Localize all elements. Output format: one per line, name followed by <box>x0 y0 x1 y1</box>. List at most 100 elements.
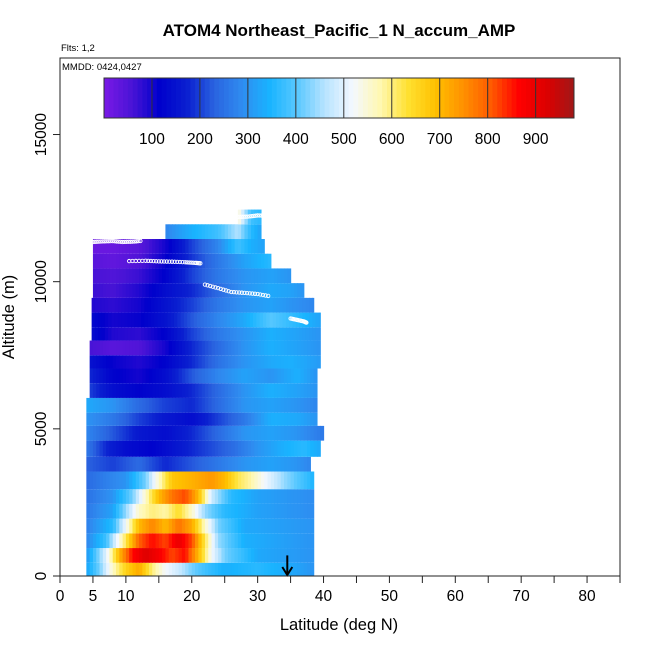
colorbar-segment <box>554 78 561 118</box>
heatmap-cell <box>254 368 259 384</box>
heatmap-cell <box>224 383 229 398</box>
heatmap-cell <box>197 312 201 328</box>
colorbar-tick-label: 800 <box>475 131 501 148</box>
heatmap-cell <box>152 562 157 576</box>
heatmap-cell <box>119 355 124 369</box>
colorbar-segment <box>127 78 134 118</box>
heatmap-cell <box>204 456 209 472</box>
heatmap-cell <box>280 471 285 490</box>
heatmap-cell <box>135 383 140 398</box>
heatmap-cell <box>106 533 111 549</box>
colorbar-segment <box>516 78 522 118</box>
heatmap-cell <box>267 489 272 504</box>
heatmap-cell <box>274 471 279 490</box>
colorbar-segment <box>223 78 230 118</box>
heatmap-cell <box>102 397 107 413</box>
heatmap-cell <box>204 224 209 240</box>
heatmap-cell <box>221 489 226 504</box>
heatmap-cell <box>122 456 127 472</box>
heatmap-cell <box>178 440 183 457</box>
heatmap-cell <box>139 440 143 457</box>
heatmap-cell <box>309 327 313 341</box>
colorbar-segment <box>482 78 489 118</box>
x-tick-label: 30 <box>249 588 267 605</box>
heatmap-cell <box>99 456 104 472</box>
heatmap-cell <box>228 503 232 519</box>
heatmap-cell <box>287 503 292 519</box>
heatmap-cell <box>116 239 120 254</box>
heatmap-cell <box>142 383 147 398</box>
heatmap-cell <box>185 268 190 284</box>
heatmap-cell <box>89 489 94 504</box>
heatmap-cell <box>201 548 206 563</box>
x-tick-label: 40 <box>315 588 333 605</box>
heatmap-cell <box>178 224 183 240</box>
heatmap-cell <box>303 412 308 426</box>
heatmap-cell <box>180 297 185 313</box>
heatmap-cell <box>237 562 242 576</box>
heatmap-cell <box>139 397 143 413</box>
heatmap-cell <box>206 312 211 328</box>
heatmap-cell <box>293 340 298 356</box>
heatmap-cell <box>121 297 126 313</box>
heatmap-band <box>89 340 321 356</box>
heatmap-cell <box>287 518 292 534</box>
heatmap-cell <box>101 327 106 341</box>
heatmap-cell <box>208 503 213 519</box>
heatmap-cell <box>145 489 150 504</box>
heatmap-cell <box>264 548 269 563</box>
heatmap-cell <box>191 355 196 369</box>
heatmap-cell <box>168 340 173 356</box>
heatmap-cell <box>157 297 162 313</box>
heatmap-cell <box>300 412 305 426</box>
heatmap-cell <box>139 562 143 576</box>
heatmap-cell <box>244 239 249 254</box>
heatmap-cell <box>168 503 173 519</box>
heatmap-cell <box>181 471 186 490</box>
colorbar-segment <box>444 78 450 118</box>
heatmap-cell <box>112 503 117 519</box>
heatmap-cell <box>277 397 282 413</box>
colorbar-segment <box>123 78 129 118</box>
heatmap-cell <box>307 412 311 426</box>
heatmap-cell <box>237 268 242 284</box>
heatmap-cell <box>270 383 275 398</box>
heatmap-cell <box>249 312 254 328</box>
heatmap-cell <box>158 518 163 534</box>
heatmap-cell <box>195 383 199 398</box>
colorbar-segment <box>463 78 469 118</box>
heatmap-cell <box>234 440 239 457</box>
heatmap-cell <box>214 355 219 369</box>
heatmap-cell <box>211 503 216 519</box>
heatmap-cell <box>292 297 297 313</box>
heatmap-cell <box>203 312 208 328</box>
heatmap-cell <box>89 425 94 441</box>
x-tick-label: 60 <box>447 588 465 605</box>
heatmap-cell <box>102 412 107 426</box>
heatmap-cell <box>204 283 209 298</box>
heatmap-cell <box>305 312 310 328</box>
heatmap-cell <box>92 340 97 356</box>
heatmap-cell <box>208 368 213 384</box>
heatmap-cell <box>302 297 307 313</box>
heatmap-cell <box>139 268 143 284</box>
heatmap-cell <box>274 562 279 576</box>
heatmap-cell <box>287 368 292 384</box>
heatmap-cell <box>274 397 279 413</box>
heatmap-cell <box>116 340 120 356</box>
heatmap-cell <box>141 312 145 328</box>
flight-track-point <box>118 239 123 244</box>
heatmap-cell <box>165 425 170 441</box>
colorbar-segment <box>104 78 110 118</box>
heatmap-cell <box>270 412 275 426</box>
heatmap-cell <box>218 471 223 490</box>
x-axis: 0 5 10 20 30 40 50 60 70 80 <box>56 576 621 605</box>
heatmap-cell <box>231 562 236 576</box>
heatmap-cell <box>148 440 153 457</box>
heatmap-cell <box>99 368 104 384</box>
heatmap-cell <box>224 489 229 504</box>
heatmap-cell <box>299 327 304 341</box>
heatmap-cell <box>155 283 160 298</box>
heatmap-cell <box>178 340 183 356</box>
flight-track-point <box>252 291 258 296</box>
